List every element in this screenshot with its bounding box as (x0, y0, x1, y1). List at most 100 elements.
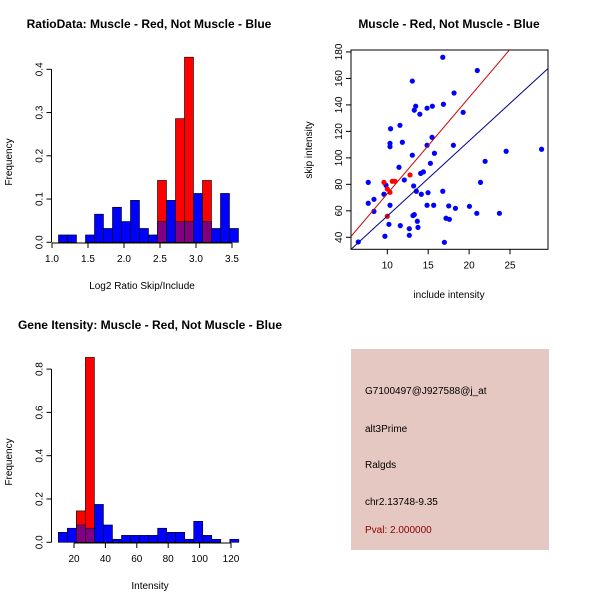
point-not-muscle (414, 218, 420, 224)
point-not-muscle (440, 188, 446, 194)
non-muscle-fit-line (351, 68, 548, 250)
point-not-muscle (431, 202, 437, 208)
point-not-muscle (446, 216, 452, 222)
bar-not-muscle (94, 504, 104, 543)
x-tick-label: 40 (100, 554, 112, 565)
plot-box (350, 49, 549, 250)
bar-overlap (184, 221, 194, 243)
point-not-muscle (397, 223, 403, 229)
bar-not-muscle (130, 200, 140, 243)
bar-not-muscle (193, 520, 204, 543)
point-not-muscle (387, 144, 393, 150)
bar-not-muscle (121, 535, 131, 543)
bar-overlap (85, 527, 95, 543)
muscle-fit-line (351, 50, 511, 237)
point-not-muscle (365, 179, 371, 185)
point-muscle (381, 179, 387, 185)
y-tick-label: 0.2 (35, 492, 46, 506)
bar-overlap (202, 221, 212, 243)
point-not-muscle (406, 232, 412, 238)
y-axis-label: Frequency (4, 438, 15, 485)
point-not-muscle (452, 205, 459, 211)
x-tick-label: 15 (423, 260, 435, 271)
bar-overlap (175, 221, 185, 243)
point-muscle (387, 189, 393, 195)
point-not-muscle (424, 142, 430, 148)
y-tick-label: 60 (334, 205, 345, 217)
x-tick-label: 80 (163, 554, 175, 565)
x-tick-label: 25 (504, 260, 516, 271)
y-axis-label: skip intensity (304, 121, 315, 178)
bar-not-muscle (112, 206, 122, 243)
bar-not-muscle (157, 527, 167, 543)
bar-not-muscle (184, 538, 195, 543)
point-not-muscle (371, 196, 377, 202)
point-not-muscle (401, 177, 407, 183)
x-tick-label: 100 (191, 554, 208, 565)
chart-title: RatioData: Muscle - Red, Not Muscle - Bl… (27, 17, 272, 31)
point-not-muscle (440, 54, 446, 60)
bar-not-muscle (139, 228, 149, 243)
point-not-muscle (417, 111, 423, 117)
point-not-muscle (418, 170, 424, 176)
point-not-muscle (496, 210, 503, 216)
bar-not-muscle (112, 538, 122, 543)
point-not-muscle (415, 224, 421, 230)
bar-not-muscle (58, 234, 68, 243)
location: chr2.13748-9.35 (365, 497, 438, 508)
x-axis-label: include intensity (413, 290, 484, 301)
x-tick-label: 3.0 (189, 254, 203, 265)
point-not-muscle (409, 78, 415, 84)
bar-not-muscle (148, 535, 158, 543)
bar-not-muscle (139, 535, 149, 543)
point-not-muscle (413, 103, 419, 109)
bar-not-muscle (67, 527, 77, 543)
x-tick-label: 10 (382, 260, 394, 271)
bar-muscle (85, 357, 95, 543)
x-tick-label: 60 (131, 554, 143, 565)
y-tick-label: 80 (334, 178, 345, 190)
point-not-muscle (429, 103, 435, 109)
point-not-muscle (466, 203, 473, 209)
point-not-muscle (482, 158, 488, 164)
bar-not-muscle (211, 538, 222, 543)
gene-name: Ralgds (365, 460, 397, 471)
point-not-muscle (460, 109, 466, 115)
point-not-muscle (477, 179, 484, 185)
point-not-muscle (429, 134, 435, 140)
info-panel: G7100497@J927588@j_at alt3Prime Ralgds c… (351, 349, 549, 550)
bar-not-muscle (57, 532, 68, 543)
x-tick-label: 2.5 (153, 254, 167, 265)
point-not-muscle (386, 221, 392, 227)
point-not-muscle (440, 101, 447, 107)
y-tick-label: 0.3 (35, 105, 46, 119)
x-axis-label: Intensity (131, 581, 168, 592)
bar-not-muscle (103, 228, 113, 243)
point-not-muscle (411, 107, 417, 113)
point-not-muscle (431, 150, 438, 156)
bar-overlap (157, 221, 167, 243)
bar-not-muscle (229, 228, 239, 243)
x-tick-label: 1.5 (81, 254, 95, 265)
point-not-muscle (399, 139, 405, 145)
pval: Pval: 2.000000 (365, 525, 432, 536)
point-not-muscle (424, 202, 430, 208)
y-tick-label: 140 (334, 96, 345, 113)
y-tick-label: 0.1 (35, 192, 46, 206)
chart-title: Muscle - Red, Not Muscle - Blue (358, 17, 540, 31)
bar-not-muscle (130, 535, 140, 543)
x-axis-label: Log2 Ratio Skip/Include (89, 281, 195, 292)
x-tick-label: 20 (68, 554, 80, 565)
point-not-muscle (441, 239, 447, 245)
point-muscle (407, 172, 413, 178)
point-not-muscle (427, 160, 434, 166)
x-tick-label: 2.0 (117, 254, 131, 265)
point-not-muscle (538, 146, 545, 152)
x-tick-label: 1.0 (45, 254, 59, 265)
bar-not-muscle (67, 234, 77, 243)
bar-not-muscle (166, 200, 176, 243)
point-not-muscle (410, 212, 416, 219)
point-not-muscle (396, 164, 402, 170)
bar-not-muscle (148, 234, 158, 243)
